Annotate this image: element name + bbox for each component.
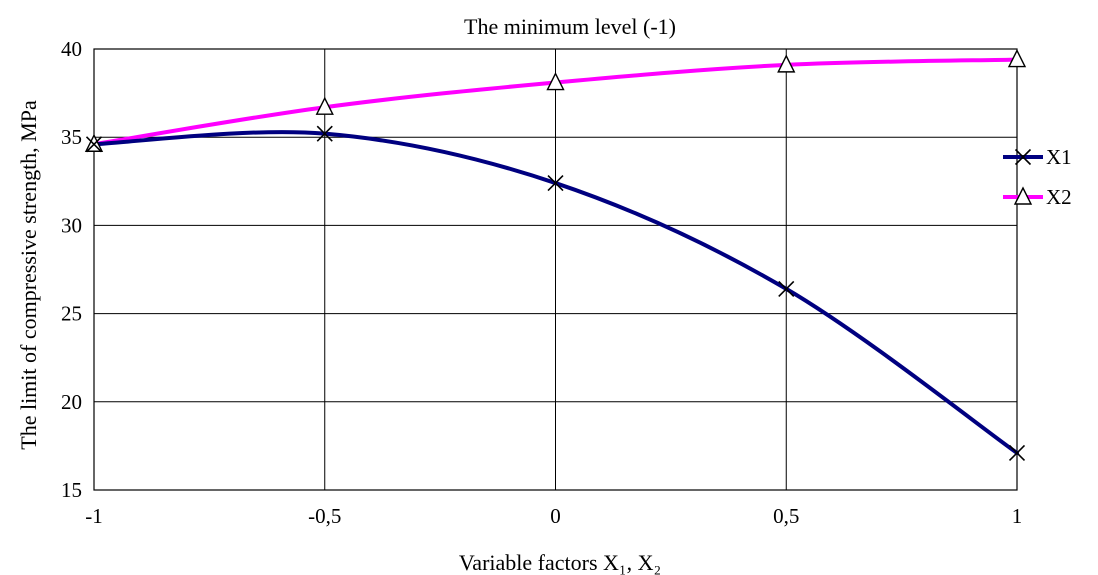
y-axis-title: The limit of compressive strength, MPa <box>16 100 41 450</box>
y-tick-label: 40 <box>61 37 82 61</box>
data-point-x1 <box>778 280 795 297</box>
y-tick-label: 35 <box>61 125 82 149</box>
data-point-x2 <box>777 54 796 73</box>
legend: X1 X2 <box>1003 145 1072 209</box>
marker-stroke <box>778 280 795 297</box>
y-tick-label: 25 <box>61 302 82 326</box>
legend-label-x2: X2 <box>1046 185 1072 209</box>
data-point-x1 <box>316 125 333 142</box>
marker-stroke <box>1014 148 1032 166</box>
x-axis-title: Variable factors X₁, X₂ <box>459 550 661 575</box>
marker-stroke <box>85 136 103 153</box>
x-tick-label: -1 <box>85 504 103 528</box>
y-tick-label: 20 <box>61 390 82 414</box>
data-point-x1 <box>85 136 103 153</box>
marker-stroke <box>547 174 564 192</box>
data-point-x2 <box>315 96 334 115</box>
marker-stroke <box>316 125 333 142</box>
data-point-x2 <box>546 71 565 91</box>
legend-label-x1: X1 <box>1046 145 1072 169</box>
x-tick-label: 1 <box>1012 504 1023 528</box>
y-tick-labels: 15 20 25 30 35 40 <box>61 37 82 502</box>
data-point-x1 <box>547 174 564 192</box>
data-point-x1 <box>1008 444 1026 462</box>
grid <box>93 48 1018 491</box>
legend-marker-x1 <box>1014 148 1032 166</box>
marker-stroke <box>1008 444 1026 462</box>
series-group <box>84 49 1027 462</box>
x-tick-label: 0,5 <box>773 504 799 528</box>
chart-title: The minimum level (-1) <box>464 14 676 39</box>
x-tick-label: -0,5 <box>308 504 341 528</box>
plot-frame <box>93 48 1018 491</box>
data-point-x2 <box>1007 49 1027 68</box>
x-tick-labels: -1 -0,5 0 0,5 1 <box>85 504 1022 528</box>
y-tick-label: 15 <box>61 478 82 502</box>
legend-marker-x2 <box>1013 186 1033 205</box>
y-tick-label: 30 <box>61 213 82 237</box>
x-tick-label: 0 <box>550 504 561 528</box>
